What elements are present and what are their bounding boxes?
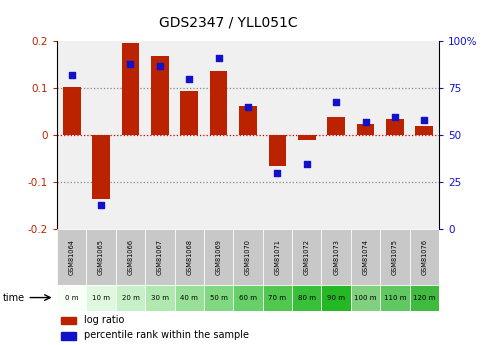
Text: GSM81071: GSM81071 (274, 239, 280, 275)
Point (156, 63, 164, 69)
Bar (122, 43, 139, 136)
Bar (233, 285, 263, 310)
Point (186, 76, 193, 82)
Text: GSM81065: GSM81065 (98, 239, 104, 275)
Point (68, 72, 76, 78)
Text: GSM81070: GSM81070 (245, 239, 251, 275)
Bar (410, 229, 439, 285)
Text: 70 m: 70 m (268, 295, 286, 300)
Bar (210, 70, 228, 136)
Bar (321, 285, 351, 310)
Point (244, 105, 252, 110)
Bar (263, 229, 292, 285)
Bar (175, 229, 204, 285)
Point (303, 161, 310, 166)
Text: time: time (2, 293, 25, 303)
Point (391, 114, 399, 119)
Bar (380, 285, 410, 310)
Bar (327, 117, 345, 136)
Text: GSM81074: GSM81074 (363, 239, 369, 275)
Bar (233, 229, 263, 285)
Text: 0 m: 0 m (65, 295, 78, 300)
Text: GSM81069: GSM81069 (216, 239, 222, 275)
Point (332, 99, 340, 104)
Bar (151, 57, 169, 136)
Bar (298, 136, 315, 140)
Text: GSM81072: GSM81072 (304, 239, 310, 275)
Bar (292, 285, 321, 310)
Text: 110 m: 110 m (383, 295, 406, 300)
Bar (61, 332, 76, 340)
Bar (204, 285, 233, 310)
Bar (92, 136, 110, 199)
Bar (63, 87, 80, 136)
Bar (61, 317, 76, 324)
Bar (351, 229, 380, 285)
Text: 40 m: 40 m (181, 295, 198, 300)
Bar (386, 119, 404, 136)
Text: 20 m: 20 m (122, 295, 139, 300)
Text: GSM81067: GSM81067 (157, 239, 163, 275)
Point (362, 119, 370, 125)
Text: 100 m: 100 m (354, 295, 377, 300)
Bar (181, 91, 198, 136)
Bar (145, 285, 175, 310)
Bar (86, 229, 116, 285)
Text: GSM81075: GSM81075 (392, 239, 398, 275)
Text: GSM81073: GSM81073 (333, 239, 339, 275)
Text: GSM81076: GSM81076 (421, 239, 427, 275)
Text: 60 m: 60 m (239, 295, 257, 300)
Point (97, 202, 105, 208)
Text: GDS2347 / YLL051C: GDS2347 / YLL051C (159, 16, 298, 30)
Bar (263, 285, 292, 310)
Text: GSM81066: GSM81066 (127, 239, 133, 275)
Bar (380, 229, 410, 285)
Text: GSM81068: GSM81068 (186, 239, 192, 275)
Bar (145, 229, 175, 285)
Point (215, 56, 223, 61)
Bar (357, 124, 374, 136)
Bar (321, 229, 351, 285)
Bar (57, 285, 86, 310)
Bar (86, 285, 116, 310)
Bar (204, 229, 233, 285)
Bar (351, 285, 380, 310)
Point (273, 170, 281, 176)
Bar (416, 126, 433, 136)
Bar (268, 136, 286, 166)
Bar (292, 229, 321, 285)
Bar (175, 285, 204, 310)
Text: 120 m: 120 m (413, 295, 435, 300)
Text: percentile rank within the sample: percentile rank within the sample (84, 331, 249, 340)
Bar (116, 285, 145, 310)
Bar (116, 229, 145, 285)
Text: 80 m: 80 m (298, 295, 316, 300)
Point (420, 118, 428, 123)
Bar (57, 229, 86, 285)
Text: 50 m: 50 m (210, 295, 228, 300)
Bar (239, 106, 257, 136)
Text: 90 m: 90 m (327, 295, 345, 300)
Text: log ratio: log ratio (84, 315, 124, 325)
Text: GSM81064: GSM81064 (69, 239, 75, 275)
Text: 10 m: 10 m (92, 295, 110, 300)
Bar (410, 285, 439, 310)
Point (126, 61, 134, 67)
Text: 30 m: 30 m (151, 295, 169, 300)
